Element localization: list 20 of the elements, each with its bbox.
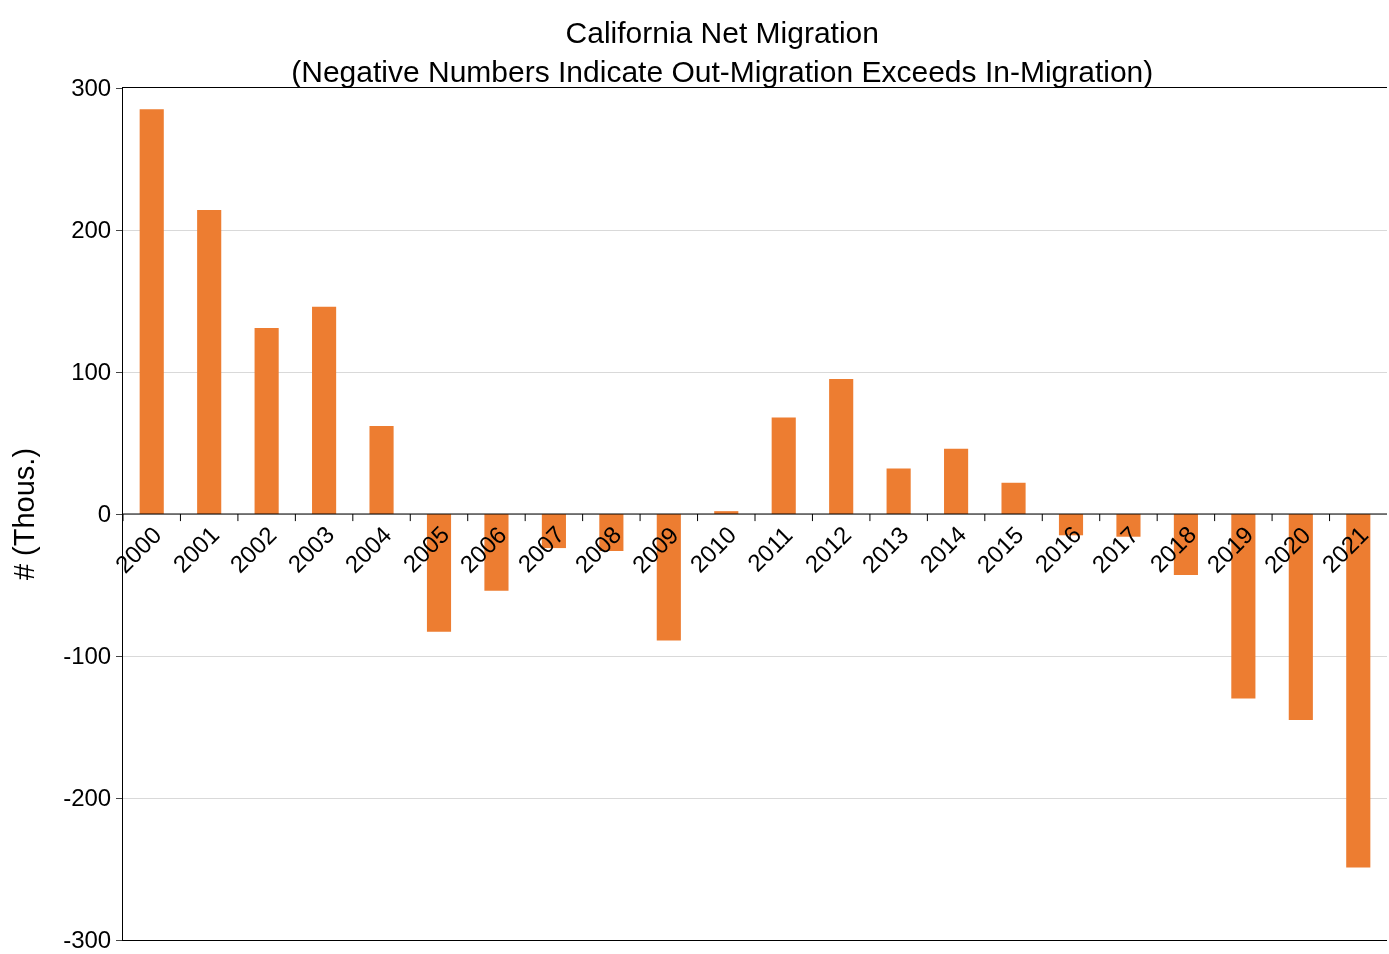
- chart-title: California Net Migration: [565, 15, 880, 49]
- bar: [829, 379, 854, 514]
- y-tick-label: -300: [63, 926, 112, 954]
- chart-subtitle: (Negative Numbers Indicate Out-Migration Exceeds In-Migration): [291, 54, 1154, 88]
- y-tick-label: 0: [97, 500, 112, 528]
- y-tick-label: -100: [63, 642, 112, 670]
- bar: [369, 425, 394, 514]
- bar: [254, 327, 279, 514]
- y-axis-title: # (Thous.): [7, 447, 40, 581]
- bar: [771, 417, 796, 514]
- bar: [886, 468, 911, 514]
- y-tick-label: 300: [71, 74, 112, 102]
- y-tick-label: 100: [71, 358, 112, 386]
- bar: [139, 109, 164, 514]
- bar: [944, 448, 969, 514]
- bar: [1001, 482, 1026, 514]
- bar: [197, 210, 222, 514]
- y-tick-label: -200: [63, 784, 112, 812]
- y-tick-label: 200: [71, 216, 112, 244]
- bar: [312, 306, 337, 514]
